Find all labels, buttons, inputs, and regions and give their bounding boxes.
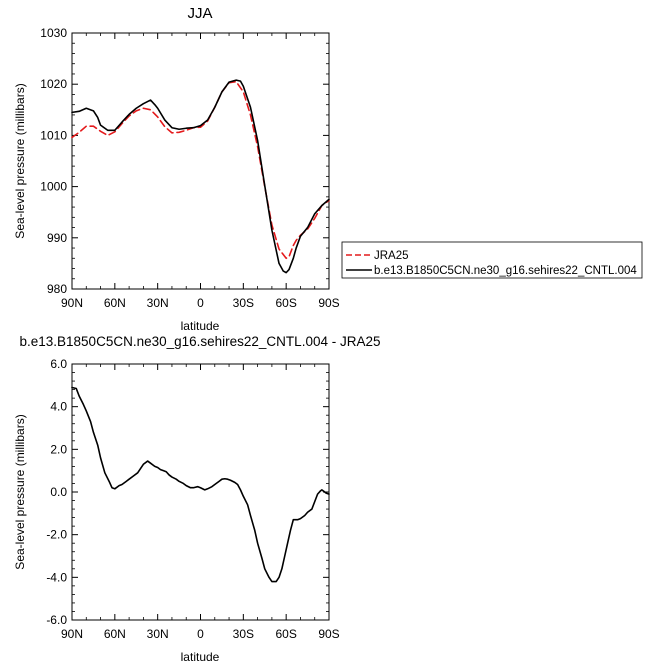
- top-y-tick-label: 1030: [40, 26, 67, 40]
- top-x-tick-label: 0: [197, 296, 204, 310]
- bottom-y-tick-label: 2.0: [50, 442, 67, 456]
- bottom-y-ticks: -6.0 -4.0 -2.0 0.0 2.0 4.0 6.0: [46, 357, 329, 627]
- top-plot-frame: [71, 32, 330, 290]
- bottom-x-ticks: 90N 60N 30N 0 30S 60S 90S: [61, 364, 340, 641]
- bottom-y-tick-label: -4.0: [46, 570, 67, 584]
- bottom-series-lines: [71, 386, 330, 583]
- bottom-title: b.e13.B1850C5CN.ne30_g16.sehires22_CNTL.…: [20, 334, 381, 349]
- bottom-x-tick-label: 60N: [104, 627, 126, 641]
- top-series-lines: [71, 79, 330, 274]
- legend-label-model: b.e13.B1850C5CN.ne30_g16.sehires22_CNTL.…: [374, 265, 637, 277]
- top-y-tick-label: 980: [47, 282, 67, 296]
- top-panel: JJA 90N 60N 30N 0 30S 60S 90S 980 990 1000 1010 10…: [13, 5, 340, 333]
- top-x-tick-label: 30S: [233, 296, 254, 310]
- top-y-tick-label: 990: [47, 231, 67, 245]
- top-x-axis-label: latitude: [181, 319, 220, 333]
- top-x-tick-label: 60N: [104, 296, 126, 310]
- bottom-y-tick-label: -6.0: [46, 613, 67, 627]
- bottom-y-tick-label: -2.0: [46, 528, 67, 542]
- top-x-ticks: 90N 60N 30N 0 30S 60S 90S: [61, 33, 340, 310]
- bottom-x-tick-label: 30N: [147, 627, 169, 641]
- top-y-tick-label: 1020: [40, 77, 67, 91]
- bottom-series-line-0: [71, 386, 330, 583]
- top-series-line-0: [71, 80, 330, 260]
- top-x-tick-label: 90S: [318, 296, 339, 310]
- bottom-plot-frame: [71, 363, 330, 621]
- top-x-tick-label: 30N: [147, 296, 169, 310]
- top-x-tick-label: 90N: [61, 296, 83, 310]
- top-series-line-1: [71, 79, 330, 274]
- top-y-axis-label: Sea-level pressure (millibars): [13, 83, 27, 238]
- top-y-ticks: 980 990 1000 1010 1020 1030: [40, 26, 329, 296]
- bottom-panel: b.e13.B1850C5CN.ne30_g16.sehires22_CNTL.…: [13, 334, 380, 664]
- bottom-x-tick-label: 60S: [275, 627, 296, 641]
- legend-box: [341, 241, 643, 279]
- bottom-x-tick-label: 90S: [318, 627, 339, 641]
- bottom-y-axis-label: Sea-level pressure (millibars): [13, 414, 27, 569]
- legend-label-jra25: JRA25: [374, 250, 409, 262]
- legend: JRA25 b.e13.B1850C5CN.ne30_g16.sehires22…: [341, 241, 643, 279]
- bottom-y-tick-label: 0.0: [50, 485, 67, 499]
- bottom-x-axis-label: latitude: [181, 650, 220, 664]
- top-y-tick-label: 1000: [40, 180, 67, 194]
- bottom-y-tick-label: 6.0: [50, 357, 67, 371]
- bottom-x-tick-label: 90N: [61, 627, 83, 641]
- top-y-tick-label: 1010: [40, 128, 67, 142]
- top-x-tick-label: 60S: [275, 296, 296, 310]
- bottom-x-tick-label: 0: [197, 627, 204, 641]
- bottom-x-tick-label: 30S: [233, 627, 254, 641]
- top-title: JJA: [187, 5, 212, 22]
- bottom-y-tick-label: 4.0: [50, 400, 67, 414]
